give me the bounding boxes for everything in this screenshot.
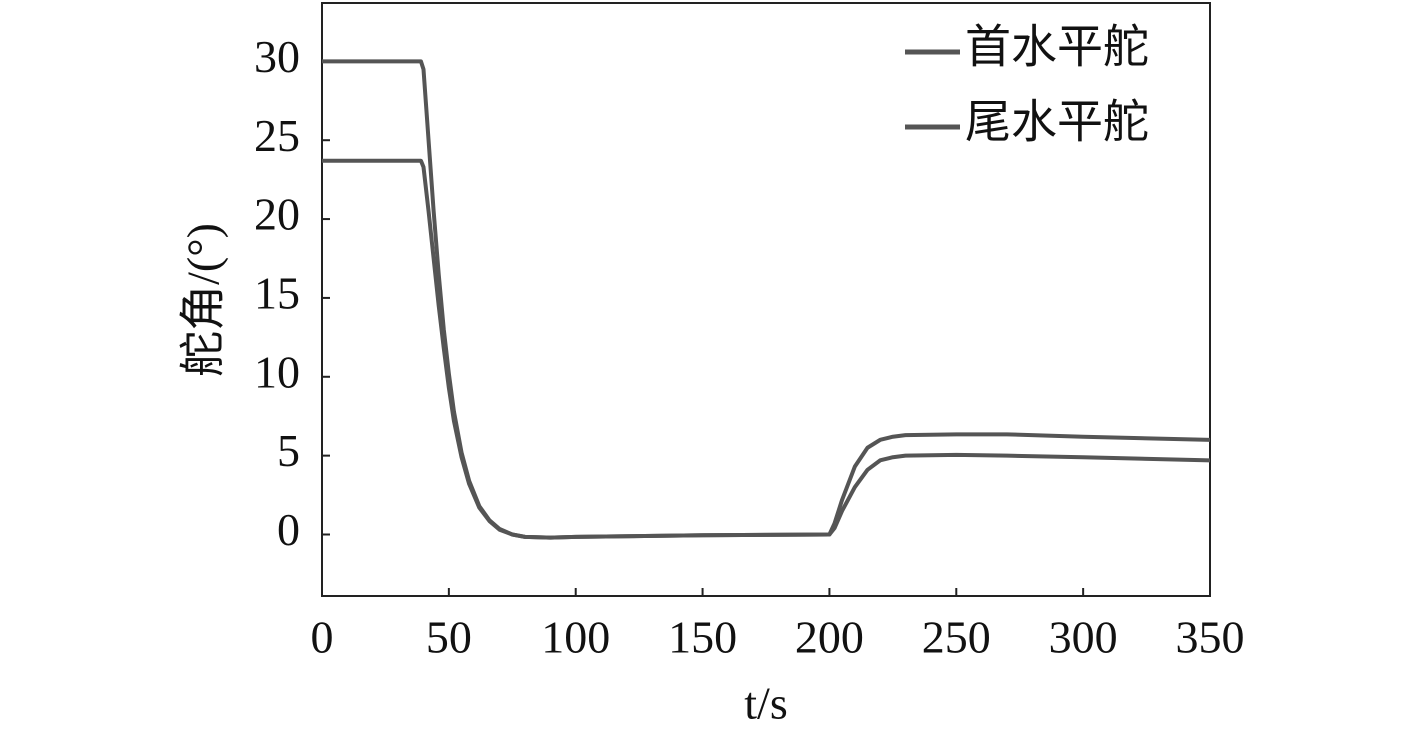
x-tick-label: 250 bbox=[922, 612, 991, 663]
plot-frame bbox=[321, 2, 1211, 597]
data-line bbox=[322, 158, 1211, 540]
x-tick-label: 150 bbox=[668, 612, 737, 663]
x-axis-label: t/s bbox=[744, 678, 787, 729]
x-tick-label: 0 bbox=[311, 612, 334, 663]
x-tick-label: 300 bbox=[1049, 612, 1118, 663]
y-tick-label: 5 bbox=[277, 425, 300, 476]
y-tick-label: 15 bbox=[254, 267, 300, 318]
y-tick-label: 10 bbox=[254, 346, 300, 397]
x-tick-label: 200 bbox=[795, 612, 864, 663]
legend-label: 首水平舵 bbox=[965, 22, 1149, 73]
y-tick-label: 30 bbox=[254, 31, 300, 82]
y-tick-label: 20 bbox=[254, 189, 300, 240]
x-tick-label: 100 bbox=[541, 612, 610, 663]
y-tick-label: 0 bbox=[277, 504, 300, 555]
y-axis-label: 舵角/(°) bbox=[178, 223, 229, 377]
x-tick-label: 350 bbox=[1176, 612, 1245, 663]
y-tick-label: 25 bbox=[254, 110, 300, 161]
x-tick-label: 50 bbox=[426, 612, 472, 663]
legend-label: 尾水平舵 bbox=[965, 97, 1149, 148]
